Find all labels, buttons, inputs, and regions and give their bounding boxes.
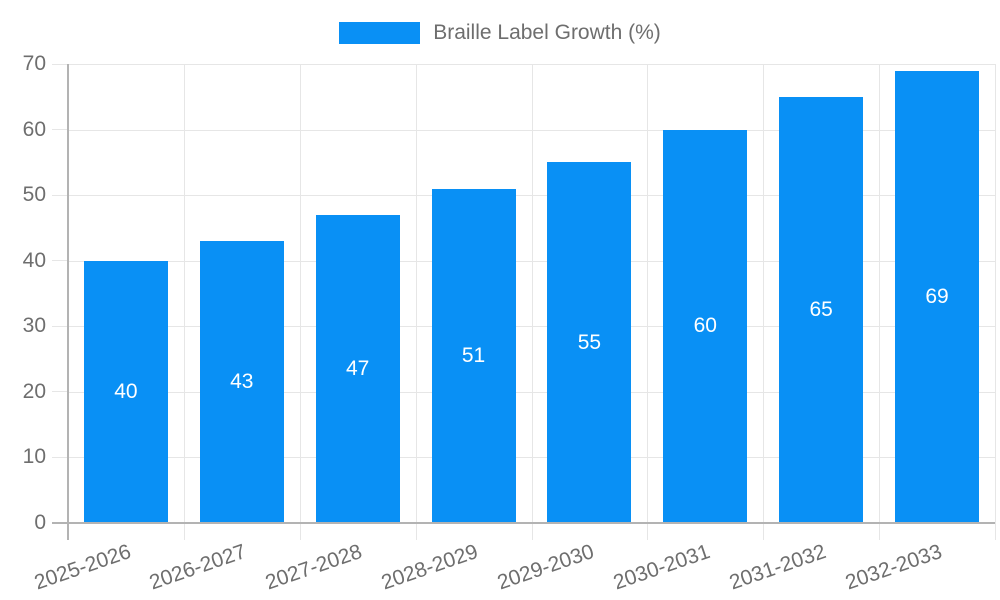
x-tick-label: 2032-2033 bbox=[842, 540, 945, 595]
y-tick-label: 10 bbox=[22, 445, 46, 469]
x-axis-line bbox=[52, 522, 995, 524]
bar[interactable]: 47 bbox=[315, 214, 400, 523]
y-tick-mark bbox=[52, 63, 68, 65]
x-tick-label: 2030-2031 bbox=[610, 540, 713, 595]
legend-swatch bbox=[339, 22, 421, 44]
bar-value-label: 55 bbox=[577, 330, 602, 354]
x-tick-gridline bbox=[763, 64, 765, 540]
legend-label: Braille Label Growth (%) bbox=[433, 21, 661, 44]
bar-value-label: 69 bbox=[925, 284, 949, 308]
y-tick-mark bbox=[52, 129, 68, 131]
bar-value-label: 60 bbox=[693, 314, 717, 338]
x-tick-label: 2025-2026 bbox=[30, 540, 134, 595]
bar-value-label: 65 bbox=[809, 297, 833, 321]
y-tick-mark bbox=[52, 391, 68, 393]
x-tick-label: 2026-2027 bbox=[146, 540, 250, 595]
x-tick-gridline bbox=[415, 64, 417, 540]
y-tick-label: 0 bbox=[34, 511, 46, 534]
bar[interactable]: 51 bbox=[431, 188, 516, 523]
y-tick-mark bbox=[52, 456, 68, 458]
plot-area: 0 10 20 30 40 50 60 70 40 43 47 51 55 60 65 69 2025-2026… bbox=[23, 52, 996, 594]
bar[interactable]: 55 bbox=[547, 162, 632, 523]
x-tick-gridline bbox=[879, 64, 881, 540]
bar-value-label: 43 bbox=[230, 370, 254, 394]
x-tick-gridline bbox=[299, 64, 301, 540]
legend-item[interactable]: Braille Label Growth (%) bbox=[0, 21, 1000, 45]
bar[interactable]: 69 bbox=[895, 70, 980, 523]
x-tick-label: 2029-2030 bbox=[494, 540, 597, 595]
y-tick-label: 40 bbox=[22, 248, 46, 272]
y-tick-label: 30 bbox=[22, 314, 46, 338]
x-tick-gridline bbox=[995, 64, 996, 540]
bar[interactable]: 60 bbox=[663, 129, 748, 523]
x-tick-gridline bbox=[531, 64, 533, 540]
x-tick-gridline bbox=[183, 64, 185, 540]
y-tick-label: 60 bbox=[22, 117, 46, 141]
bar-value-label: 51 bbox=[461, 343, 486, 367]
bar[interactable]: 43 bbox=[199, 241, 284, 523]
x-tick-label: 2028-2029 bbox=[378, 540, 482, 595]
bar[interactable]: 65 bbox=[779, 96, 864, 523]
x-tick-gridline bbox=[647, 64, 649, 540]
y-axis-line bbox=[67, 64, 69, 540]
y-tick-mark bbox=[52, 260, 68, 262]
y-tick-label: 70 bbox=[22, 52, 46, 75]
x-tick-label: 2031-2032 bbox=[726, 540, 829, 595]
bar-value-label: 47 bbox=[346, 356, 370, 380]
y-tick-mark bbox=[52, 325, 68, 327]
y-tick-label: 20 bbox=[22, 379, 46, 403]
x-tick-label: 2027-2028 bbox=[262, 540, 366, 595]
bar-value-label: 40 bbox=[114, 379, 138, 403]
y-tick-mark bbox=[52, 194, 68, 196]
y-tick-label: 50 bbox=[22, 183, 46, 207]
bar[interactable]: 40 bbox=[83, 260, 168, 523]
